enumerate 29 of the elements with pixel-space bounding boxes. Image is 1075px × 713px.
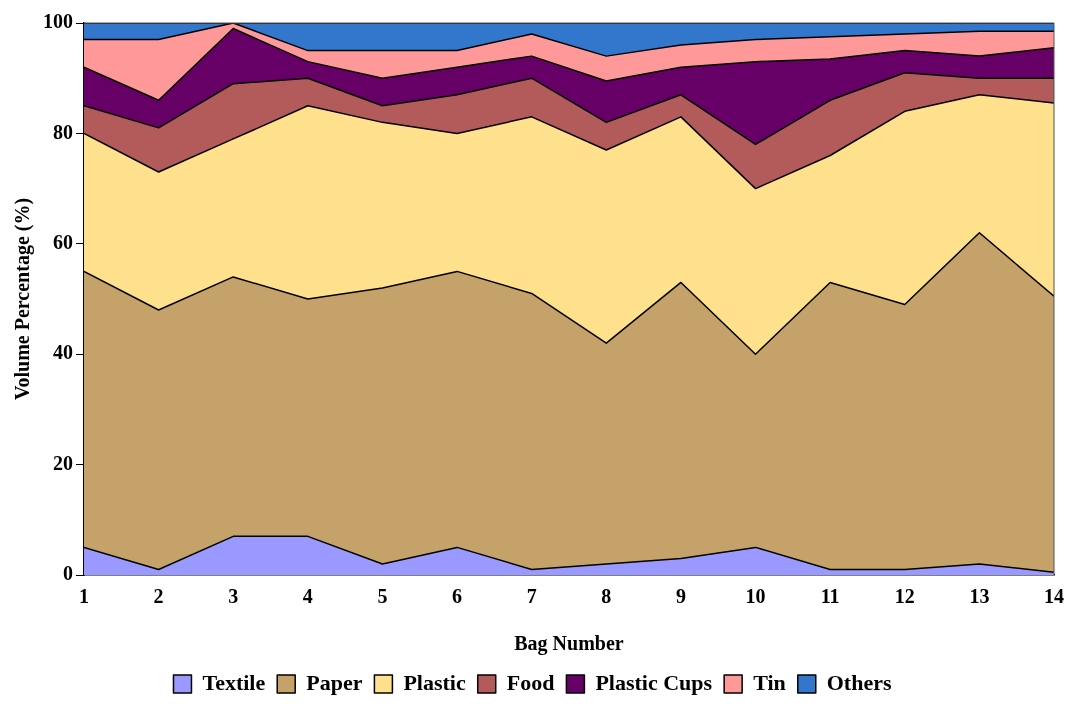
x-tick-label: 4 [302,585,313,608]
y-tick-label: 60 [53,230,73,253]
y-tick-label: 0 [63,562,73,585]
x-tick-label: 5 [377,585,388,608]
y-tick-label: 40 [53,341,73,364]
y-axis-title: Volume Percentage (%) [11,197,35,401]
y-tick-label: 80 [53,120,73,143]
x-tick-label: 7 [526,585,537,608]
legend-label: Others [826,669,892,695]
x-tick-label: 3 [228,585,239,608]
x-tick-label: 14 [1044,585,1064,608]
y-tick-label: 20 [53,451,73,474]
legend-label: Textile [202,669,266,695]
x-tick-label: 8 [601,585,612,608]
legend-label: Plastic [403,669,466,695]
legend-label: Tin [753,669,786,695]
x-tick-label: 6 [452,585,463,608]
legend-label: Food [506,669,555,695]
x-tick-label: 9 [675,585,686,608]
y-tick-label: 100 [43,10,73,33]
x-tick-label: 11 [820,585,840,608]
x-axis-title: Bag Number [514,632,624,656]
legend-label: Plastic Cups [595,669,713,695]
legend-label: Paper [306,669,363,695]
x-tick-label: 2 [153,585,164,608]
x-tick-label: 13 [969,585,990,608]
x-tick-label: 1 [79,585,89,608]
x-tick-label: 10 [745,585,766,608]
x-tick-label: 12 [894,585,915,608]
